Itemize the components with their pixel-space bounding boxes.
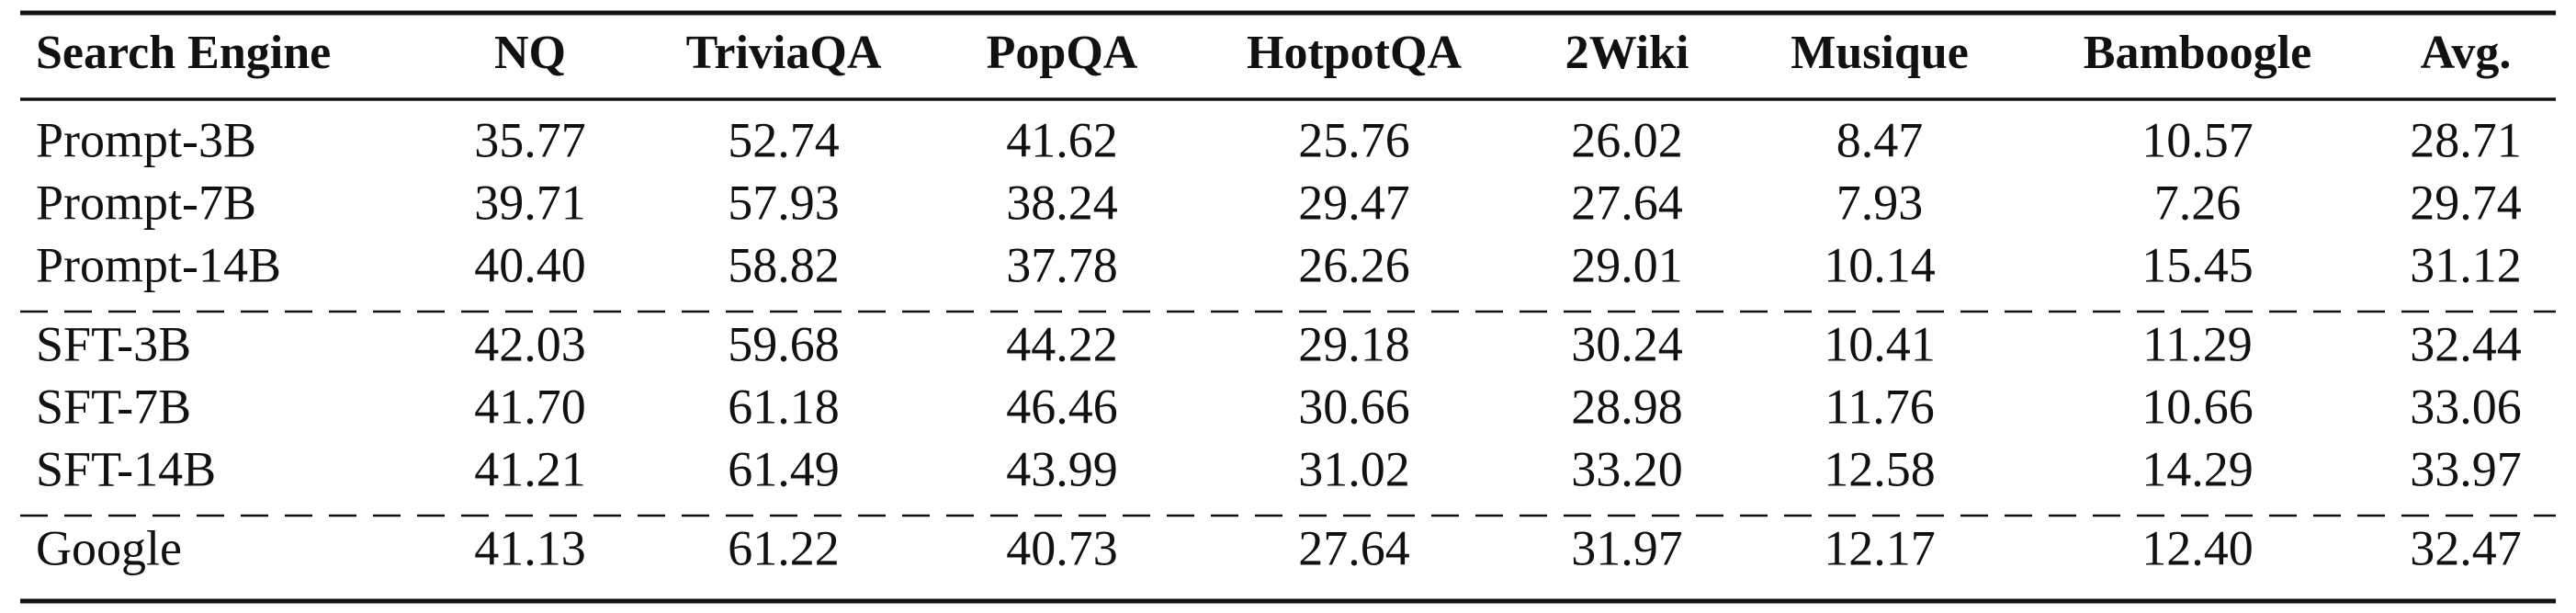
table-cell: 29.18 xyxy=(1298,316,1410,371)
table-cell: 35.77 xyxy=(474,112,586,167)
row-label: SFT-14B xyxy=(36,441,216,496)
table-cell: 32.47 xyxy=(2410,520,2522,575)
table-cell: 30.66 xyxy=(1298,379,1410,434)
header-cell: 2Wiki xyxy=(1565,27,1689,79)
table-cell: 28.98 xyxy=(1571,379,1683,434)
table-cell: 42.03 xyxy=(474,316,586,371)
table-cell: 58.82 xyxy=(728,237,840,292)
table-cell: 59.68 xyxy=(728,316,840,371)
table-cell: 61.22 xyxy=(728,520,840,575)
table-cell: 12.40 xyxy=(2141,520,2254,575)
table-cell: 15.45 xyxy=(2141,237,2254,292)
table-cell: 46.46 xyxy=(1006,379,1118,434)
header-cell: PopQA xyxy=(987,27,1138,79)
table-cell: 29.01 xyxy=(1571,237,1683,292)
table-cell: 40.73 xyxy=(1006,520,1118,575)
table-cell: 31.12 xyxy=(2410,237,2522,292)
table-cell: 29.74 xyxy=(2410,175,2522,230)
table-cell: 31.97 xyxy=(1571,520,1683,575)
table-cell: 32.44 xyxy=(2410,316,2522,371)
header-cell: NQ xyxy=(494,27,566,79)
row-label: Prompt-7B xyxy=(36,175,256,230)
table-cell: 8.47 xyxy=(1836,112,1924,167)
table-cell: 44.22 xyxy=(1006,316,1118,371)
table-cell: 38.24 xyxy=(1006,175,1118,230)
table-cell: 11.76 xyxy=(1825,379,1935,434)
header-cell: Search Engine xyxy=(36,27,331,79)
row-label: SFT-7B xyxy=(36,379,191,434)
row-label: Prompt-3B xyxy=(36,112,256,167)
table-cell: 26.02 xyxy=(1571,112,1683,167)
table-cell: 25.76 xyxy=(1298,112,1410,167)
header-cell: HotpotQA xyxy=(1247,27,1462,79)
table-cell: 7.93 xyxy=(1836,175,1924,230)
table-cell: 33.20 xyxy=(1571,441,1683,496)
table-cell: 14.29 xyxy=(2141,441,2254,496)
row-label: SFT-3B xyxy=(36,316,191,371)
table-cell: 52.74 xyxy=(728,112,840,167)
table-cell: 33.97 xyxy=(2410,441,2522,496)
header-cell: Musique xyxy=(1791,27,1969,79)
table-cell: 29.47 xyxy=(1298,175,1410,230)
table-cell: 40.40 xyxy=(474,237,586,292)
table-cell: 39.71 xyxy=(474,175,586,230)
table-cell: 31.02 xyxy=(1298,441,1410,496)
table-cell: 37.78 xyxy=(1006,237,1118,292)
table-cell: 41.13 xyxy=(474,520,586,575)
table-cell: 41.21 xyxy=(474,441,586,496)
row-label: Google xyxy=(36,520,182,575)
table-cell: 10.14 xyxy=(1824,237,1936,292)
table-cell: 12.17 xyxy=(1824,520,1936,575)
table-cell: 33.06 xyxy=(2410,379,2522,434)
table-cell: 10.57 xyxy=(2141,112,2254,167)
table-cell: 61.18 xyxy=(728,379,840,434)
table-cell: 41.70 xyxy=(474,379,586,434)
row-label: Prompt-14B xyxy=(36,237,281,292)
table-cell: 41.62 xyxy=(1006,112,1118,167)
table-cell: 10.66 xyxy=(2141,379,2254,434)
table-cell: 10.41 xyxy=(1824,316,1936,371)
table-cell: 26.26 xyxy=(1298,237,1410,292)
table-cell: 11.29 xyxy=(2142,316,2253,371)
table-cell: 12.58 xyxy=(1824,441,1936,496)
header-cell: Bamboogle xyxy=(2084,27,2311,79)
table-cell: 43.99 xyxy=(1006,441,1118,496)
table-cell: 30.24 xyxy=(1571,316,1683,371)
table-cell: 27.64 xyxy=(1571,175,1683,230)
table-cell: 28.71 xyxy=(2410,112,2522,167)
header-cell: TriviaQA xyxy=(686,27,882,79)
table-cell: 7.26 xyxy=(2154,175,2242,230)
header-cell: Avg. xyxy=(2421,27,2512,79)
table-cell: 27.64 xyxy=(1298,520,1410,575)
table-cell: 61.49 xyxy=(728,441,840,496)
table-cell: 57.93 xyxy=(728,175,840,230)
